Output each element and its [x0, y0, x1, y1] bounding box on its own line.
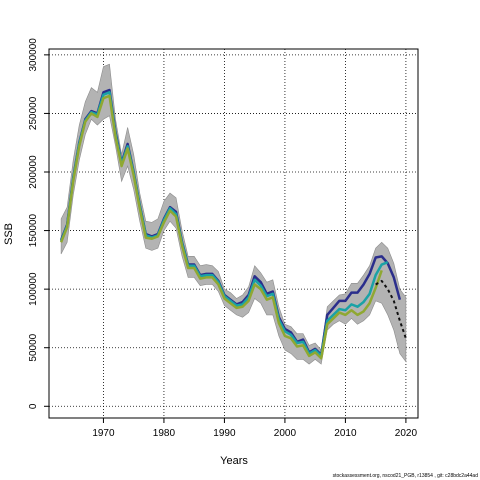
- x-tick-label: 1990: [213, 428, 236, 439]
- footnote: stockassessment.org, nscod21_PGB, r13854…: [332, 473, 478, 479]
- plot-frame: [48, 48, 419, 419]
- x-tick-label: 2010: [334, 428, 357, 439]
- y-tick-label: 200000: [28, 155, 39, 189]
- x-tick-label: 1980: [153, 428, 176, 439]
- x-tick-label: 1970: [92, 428, 115, 439]
- x-tick-label: 2020: [395, 428, 418, 439]
- y-tick-label: 250000: [28, 96, 39, 130]
- y-tick-label: 0: [28, 403, 39, 409]
- y-tick-label: 300000: [28, 38, 39, 72]
- x-axis-title: Years: [220, 455, 248, 467]
- series-lines: [59, 88, 407, 360]
- y-tick-label: 100000: [28, 272, 39, 306]
- y-tick-label: 150000: [28, 213, 39, 247]
- y-axis: 0 50000 100000 150000 200000 250000 300000: [28, 38, 49, 409]
- x-tick-label: 2000: [274, 428, 297, 439]
- series-line-4: [375, 279, 407, 339]
- y-axis-title: SSB: [3, 223, 15, 245]
- series-line-3: [59, 94, 383, 360]
- x-axis: 1970 1980 1990 2000 2010 2020: [92, 418, 417, 439]
- y-tick-label: 50000: [28, 333, 39, 361]
